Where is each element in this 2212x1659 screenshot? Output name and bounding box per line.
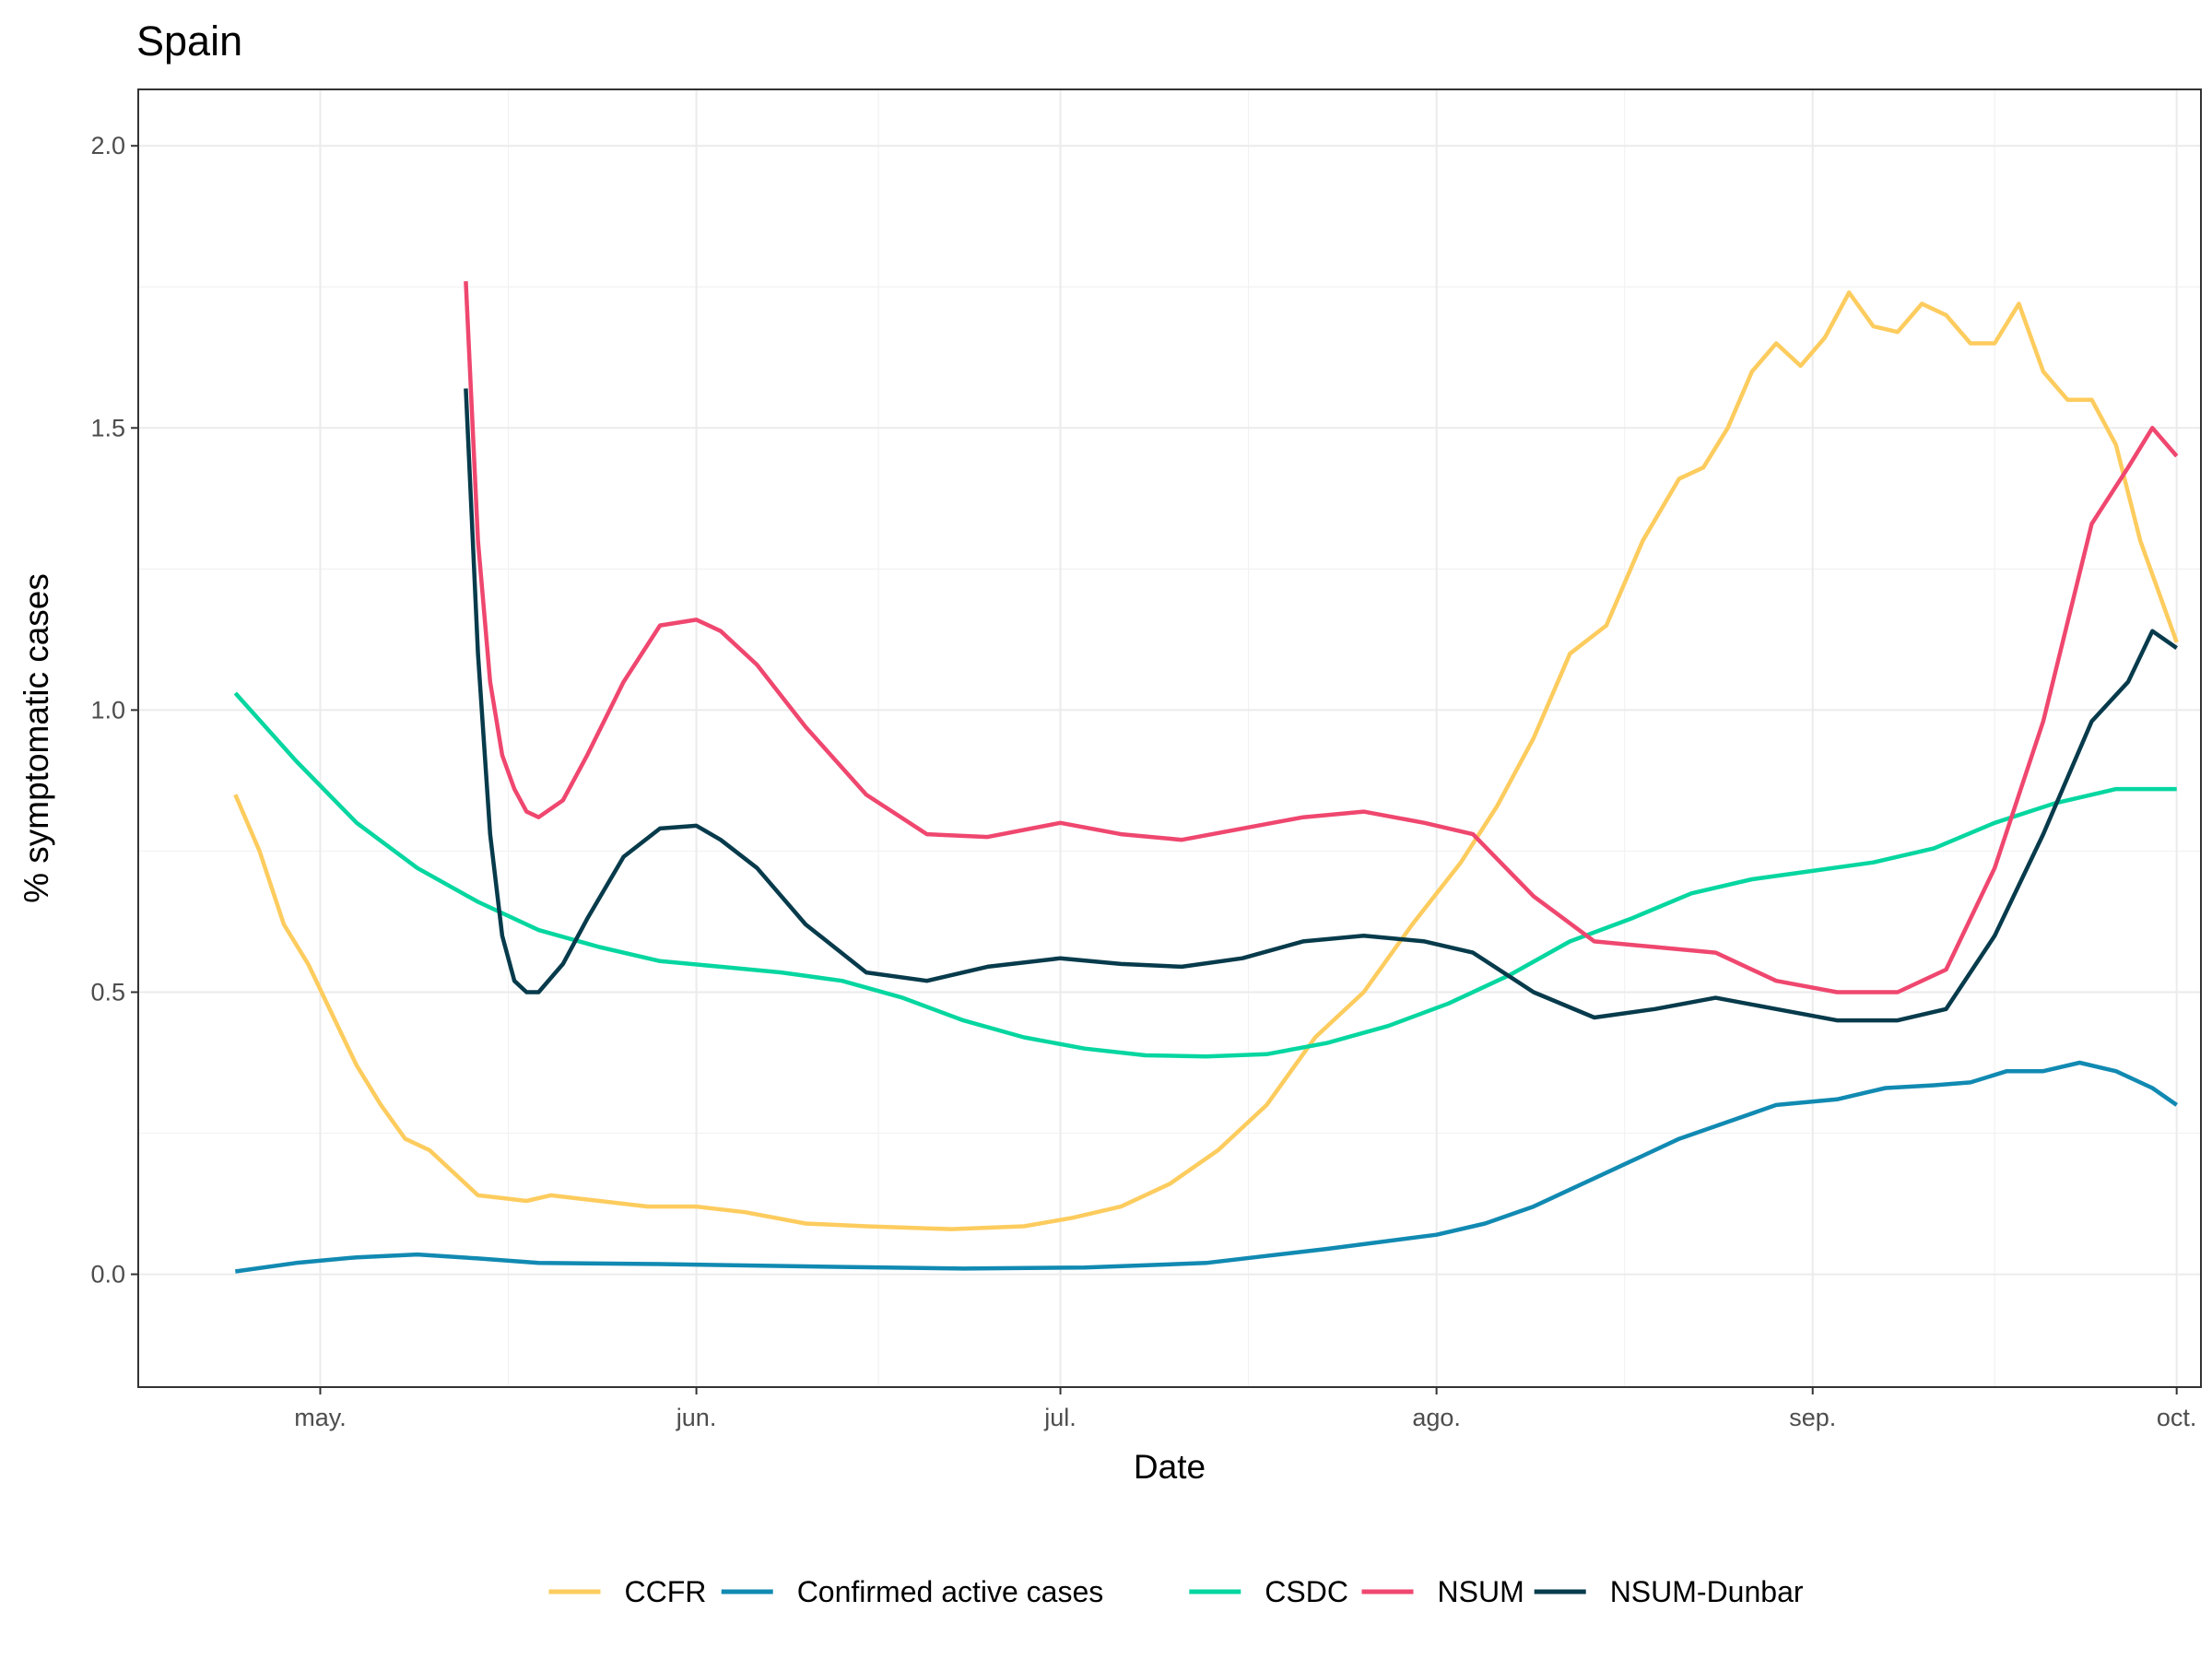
legend-label-ccfr: CCFR [625, 1575, 707, 1608]
series-line-ccfr [233, 290, 2179, 1231]
x-tick-label: may. [294, 1404, 347, 1431]
y-tick-label: 2.0 [90, 132, 125, 159]
y-tick-label: 1.5 [90, 414, 125, 441]
x-tick-label: jul. [1043, 1404, 1077, 1431]
legend-label-nsum-dunbar: NSUM-Dunbar [1610, 1575, 1804, 1608]
x-tick-label: ago. [1412, 1404, 1461, 1431]
series-line-nsum-dunbar [464, 388, 2178, 1023]
legend: CCFR Confirmed active cases CSDC NSUM NSUM-D… [548, 1575, 1804, 1608]
y-tick-label: 0.5 [90, 978, 125, 1006]
y-tick-label: 0.0 [90, 1261, 125, 1288]
axes: 0.0 0.5 1.0 1.5 2.0 may. jun. jul. ago. sep. oct. [90, 132, 2196, 1431]
series-line-confirmed-active-cases [234, 1060, 2178, 1274]
legend-label-csdc: CSDC [1265, 1575, 1348, 1608]
legend-label-confirmed-active-cases: Confirmed active cases [797, 1575, 1104, 1608]
chart-title: Spain [136, 18, 242, 65]
y-axis-title: % symptomatic cases [18, 573, 55, 903]
x-tick-label: jun. [676, 1404, 717, 1431]
legend-label-nsum: NSUM [1438, 1575, 1524, 1608]
x-tick-label: oct. [2157, 1404, 2197, 1431]
x-tick-label: sep. [1789, 1404, 1836, 1431]
plot-border [137, 88, 2202, 1388]
x-axis-title: Date [1134, 1448, 1206, 1486]
plot-panel [138, 89, 2201, 1387]
y-tick-label: 1.0 [90, 696, 125, 724]
series-line-nsum [464, 280, 2179, 994]
series-line-csdc [233, 691, 2177, 1059]
series-lines [233, 280, 2179, 1274]
